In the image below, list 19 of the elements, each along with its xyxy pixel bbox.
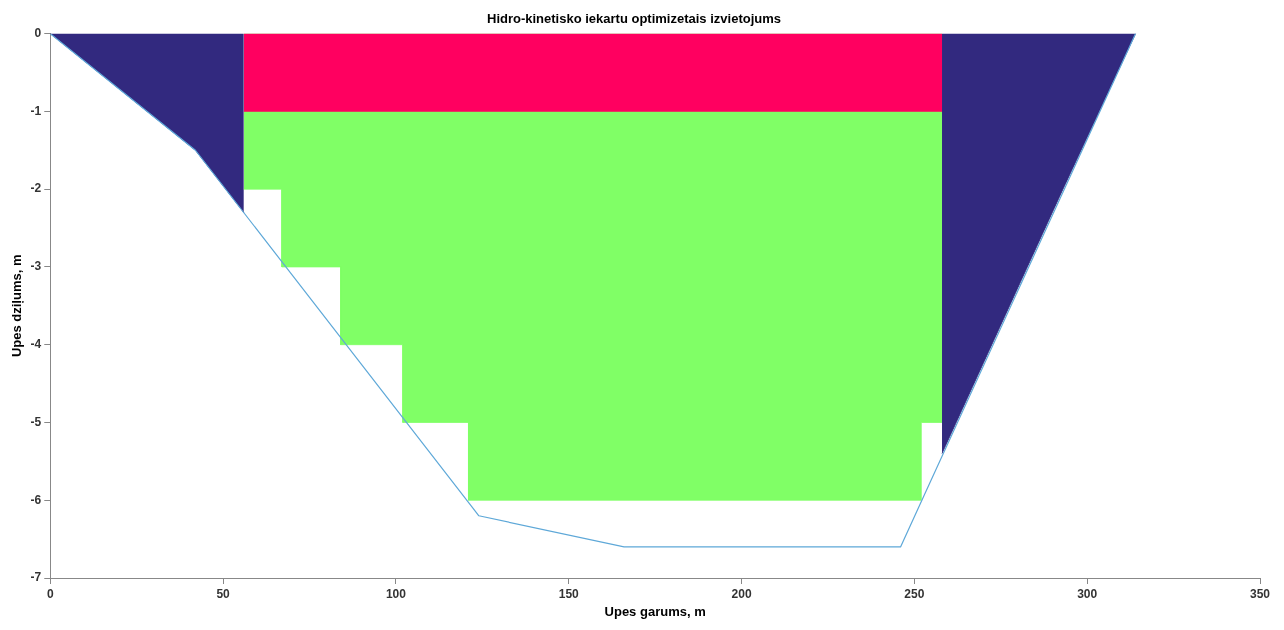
x-tick-label: 100 [385,586,407,601]
y-tick-label: -5 [30,414,42,429]
x-tick-label: 250 [904,586,925,601]
y-axis-title: Upes dziļums, m [9,254,25,358]
y-tick-label: -6 [30,492,42,507]
x-tick-label: 300 [1077,586,1098,601]
x-tick-label: 0 [46,586,54,601]
y-tick-label: -3 [30,259,42,274]
x-tick-label: 350 [1249,586,1271,601]
y-tick-label: -7 [30,570,42,585]
x-tick-label: 50 [216,586,231,601]
y-tick-label: -1 [30,103,42,118]
x-axis-title: Upes garums, m [604,603,706,619]
chart-title: Hidro-kinetisko iekartu optimizetais izvietojums [486,11,782,27]
y-tick-label: 0 [34,25,42,40]
y-tick-label: -4 [30,337,42,351]
x-tick-label: 150 [558,586,580,601]
y-tick-label: -2 [30,181,42,196]
x-tick-label: 200 [731,586,752,601]
